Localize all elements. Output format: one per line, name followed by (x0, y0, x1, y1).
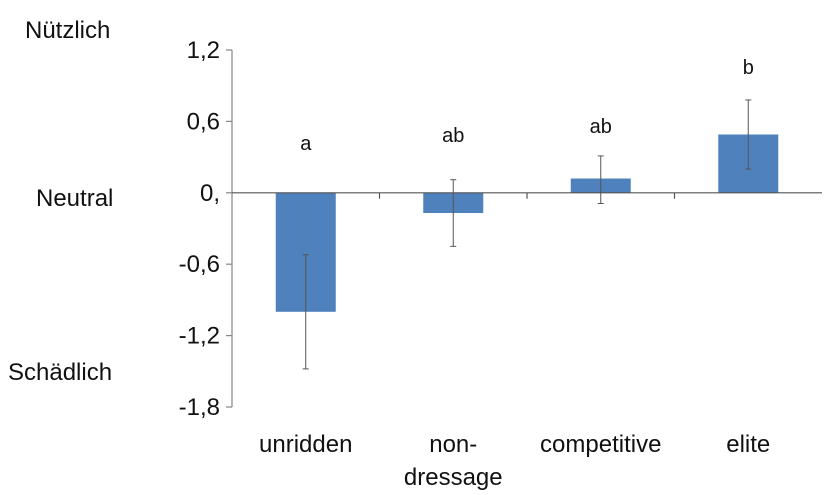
plot-area: 1,2 0,6 0, -0,6 -1,2 -1,8 unridden non-dressage… (179, 37, 822, 491)
side-label-beneficial: Nützlich (25, 17, 110, 44)
x-tick-label-line: unridden (259, 431, 352, 458)
x-tick-label-1: non-dressage (404, 431, 503, 491)
y-tick-label-5: -1,8 (179, 394, 220, 421)
x-tick-label-line: dressage (404, 464, 503, 491)
y-tick-label-1: 0,6 (187, 108, 220, 135)
x-tick-label-line: elite (726, 431, 770, 458)
side-label-neutral: Neutral (36, 185, 113, 212)
significance-label-0: a (300, 133, 312, 155)
x-tick-label-line: competitive (540, 431, 661, 458)
y-tick-label-4: -1,2 (179, 323, 220, 350)
significance-label-2: ab (590, 116, 612, 138)
y-tick-label-0: 1,2 (187, 37, 220, 64)
x-tick-label-2: competitive (540, 431, 661, 458)
x-tick-label-line: non- (429, 431, 477, 458)
x-tick-label-0: unridden (259, 431, 352, 458)
x-tick-label-3: elite (726, 431, 770, 458)
significance-label-3: b (743, 57, 754, 79)
y-tick-label-2: 0, (200, 180, 220, 207)
y-tick-label-3: -0,6 (179, 251, 220, 278)
side-label-harmful: Schädlich (8, 359, 112, 386)
significance-label-1: ab (442, 125, 464, 147)
